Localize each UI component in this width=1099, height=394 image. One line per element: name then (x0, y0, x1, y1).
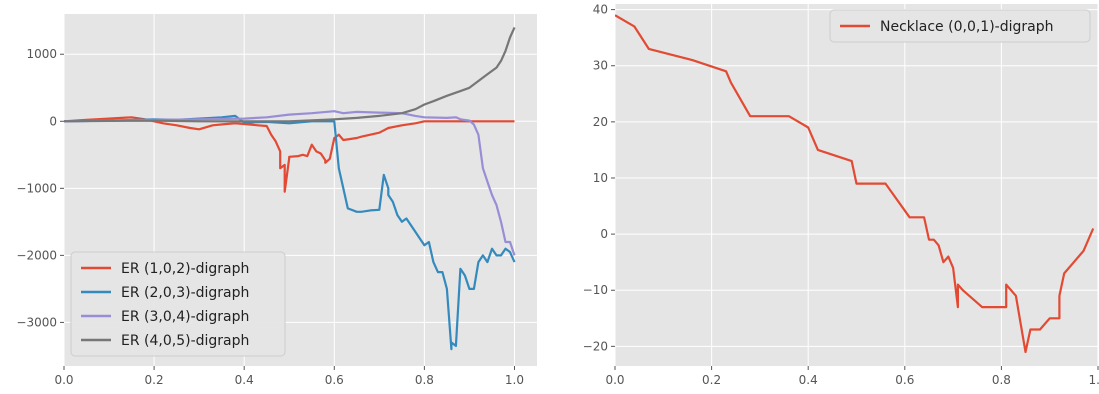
series-line-4 (64, 26, 516, 123)
y-tick-label: 1000 (26, 47, 57, 61)
y-tick-label: 40 (593, 3, 608, 17)
legend-label: Necklace (0,0,1)-digraph (880, 19, 1053, 35)
legend-label: ER (4,0,5)-digraph (121, 333, 249, 349)
legend-label: ER (1,0,2)-digraph (121, 261, 249, 277)
series-line-3 (64, 110, 516, 256)
legend-box (70, 251, 286, 357)
y-tick-label: −1000 (16, 181, 57, 195)
y-tick-label: 20 (593, 115, 608, 129)
y-tick-label: 0 (49, 114, 57, 128)
x-tick-label: 0.0 (605, 373, 624, 387)
legend: ER (1,0,2)-digraph ER (2,0,3)-digraph ER (… (70, 251, 286, 357)
y-tick-label: −2000 (16, 248, 57, 262)
y-tick-label: 30 (593, 59, 608, 73)
series-line-1 (615, 14, 1095, 354)
legend-box (829, 9, 1091, 43)
x-tick-label: 0.4 (235, 373, 254, 387)
x-tick-label: 0.6 (895, 373, 914, 387)
x-tick-label: 0.4 (799, 373, 818, 387)
x-tick-label: 1.0 (505, 373, 524, 387)
left-chart: 0.0 0.2 0.4 0.6 0.8 1.0 1000 0 −1000 −2000 −3000 ER… (16, 14, 537, 387)
y-tick-label: −10 (583, 283, 608, 297)
y-tick-label: −20 (583, 339, 608, 353)
x-tick-label: 0.2 (145, 373, 164, 387)
x-tick-label: 0.0 (54, 373, 73, 387)
x-tick-label: 0.2 (702, 373, 721, 387)
y-tick-label: 10 (593, 171, 608, 185)
right-chart: 0.0 0.2 0.4 0.6 0.8 1.0 40 30 20 10 0 −10 −20 Necklac… (583, 3, 1099, 387)
y-tick-label: 0 (600, 227, 608, 241)
x-tick-label: 0.6 (325, 373, 344, 387)
x-tick-label: 0.8 (415, 373, 434, 387)
legend-label: ER (3,0,4)-digraph (121, 309, 249, 325)
x-tick-label: 1.0 (1088, 373, 1099, 387)
legend-label: ER (2,0,3)-digraph (121, 285, 249, 301)
series-line-1 (64, 116, 515, 193)
legend: Necklace (0,0,1)-digraph (829, 9, 1091, 43)
y-tick-label: −3000 (16, 315, 57, 329)
x-tick-label: 0.8 (992, 373, 1011, 387)
